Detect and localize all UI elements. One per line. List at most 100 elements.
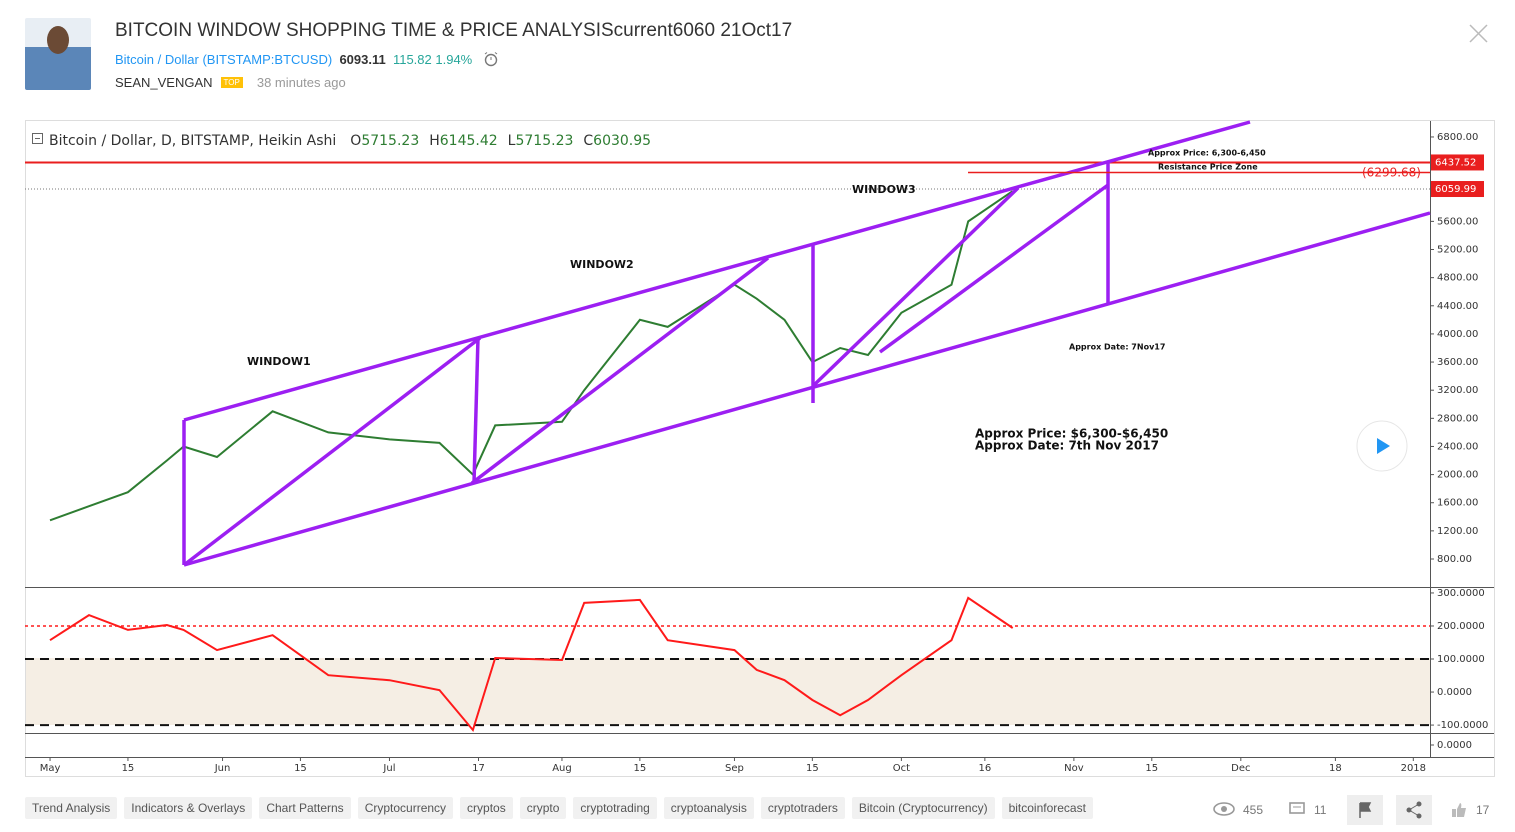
tag[interactable]: crypto <box>519 797 567 819</box>
trend-drawings <box>182 120 1431 567</box>
ohlc-label: C <box>583 133 593 149</box>
tag[interactable]: cryptoanalysis <box>663 797 754 819</box>
symbol-link[interactable]: Bitcoin / Dollar <box>115 52 199 67</box>
idea-title: BITCOIN WINDOW SHOPPING TIME & PRICE ANA… <box>115 20 793 41</box>
price-label: 6437.52 <box>1435 157 1476 168</box>
price-label-box <box>1431 154 1484 171</box>
like-icon[interactable] <box>1450 801 1468 819</box>
x-tick-label: Aug <box>552 763 572 774</box>
x-tick-label: 15 <box>1145 763 1158 774</box>
x-tick-label: Sep <box>725 763 744 774</box>
x-tick-label: Oct <box>893 763 910 774</box>
ohlc-value: 6030.95 <box>593 133 651 149</box>
price-change: 115.82 <box>392 52 432 67</box>
ohlc-value: 5715.23 <box>361 133 419 149</box>
x-tick-label: 18 <box>1329 763 1342 774</box>
author-badge: TOP <box>220 77 243 88</box>
annotation: Approx Price: $6,300-$6,450 <box>975 427 1168 441</box>
y-tick-label: 200.0000 <box>1437 621 1485 632</box>
x-tick-label: 2018 <box>1401 763 1426 774</box>
y-tick-label: 300.0000 <box>1437 588 1485 599</box>
y-tick-label: 3600.00 <box>1437 357 1478 368</box>
ohlc-label: O <box>350 133 361 149</box>
y-tick-label: 4400.00 <box>1437 301 1478 312</box>
y-tick-label: 1600.00 <box>1437 498 1478 509</box>
y-tick-label: 0.0000 <box>1437 740 1472 751</box>
x-tick-label: Nov <box>1064 763 1084 774</box>
price-label-box <box>1431 181 1484 198</box>
comments-icon[interactable] <box>1289 802 1307 818</box>
y-tick-label: 6800.00 <box>1437 132 1478 143</box>
views-icon <box>1213 802 1235 816</box>
alert-icon[interactable] <box>482 51 500 67</box>
y-tick-label: 100.0000 <box>1437 654 1485 665</box>
play-button[interactable] <box>1356 420 1408 472</box>
y-tick-label: 5600.00 <box>1437 216 1478 227</box>
cci-band <box>26 658 1430 725</box>
share-button[interactable] <box>1396 795 1432 825</box>
y-tick-label: -100.0000 <box>1437 720 1488 731</box>
x-tick-label: 15 <box>633 763 646 774</box>
annotation: (6299.68) <box>1362 166 1421 180</box>
y-tick-label: 5200.00 <box>1437 245 1478 256</box>
tag[interactable]: cryptotrading <box>573 797 657 819</box>
comments-count: 11 <box>1314 803 1327 817</box>
ohlc-value: 6145.42 <box>440 133 498 149</box>
tag[interactable]: cryptos <box>460 797 513 819</box>
y-tick-label: 3200.00 <box>1437 385 1478 396</box>
symbol-line: Bitcoin / Dollar (BITSTAMP:BTCUSD) 6093.… <box>115 51 500 67</box>
tag[interactable]: Indicators & Overlays <box>124 797 253 819</box>
x-tick-label: 15 <box>806 763 819 774</box>
chart-legend: Bitcoin / Dollar, D, BITSTAMP, Heikin As… <box>49 133 651 149</box>
exchange-link[interactable]: (BITSTAMP:BTCUSD) <box>202 52 333 67</box>
x-tick-label: 16 <box>978 763 991 774</box>
x-tick-label: 15 <box>122 763 135 774</box>
annotation: WINDOW3 <box>852 183 916 196</box>
last-price: 6093.11 <box>339 52 386 67</box>
tag[interactable]: bitcoinforecast <box>1001 797 1093 819</box>
report-button[interactable] <box>1347 795 1383 825</box>
likes-count: 17 <box>1476 803 1490 817</box>
x-tick-label: 15 <box>294 763 307 774</box>
price-line <box>49 596 1014 733</box>
tag[interactable]: Trend Analysis <box>25 797 118 819</box>
tag[interactable]: cryptotraders <box>760 797 845 819</box>
views-count: 455 <box>1243 803 1264 817</box>
y-tick-label: 2000.00 <box>1437 470 1478 481</box>
price-change-pct: 1.94% <box>435 52 473 67</box>
avatar[interactable] <box>25 18 91 90</box>
y-tick-label: 4800.00 <box>1437 273 1478 284</box>
tag-list: Trend Analysis Indicators & Overlays Chart… <box>25 797 1093 819</box>
annotation: Resistance Price Zone <box>1158 163 1258 172</box>
annotation: WINDOW2 <box>570 258 634 271</box>
tag[interactable]: Cryptocurrency <box>357 797 454 819</box>
y-tick-label: 2400.00 <box>1437 441 1478 452</box>
annotation: WINDOW1 <box>247 355 311 368</box>
tag[interactable]: Chart Patterns <box>259 797 351 819</box>
ohlc-label: H <box>429 133 440 149</box>
y-tick-label: 4000.00 <box>1437 329 1478 340</box>
x-tick-label: Jun <box>214 763 231 774</box>
y-tick-label: 0.0000 <box>1437 687 1472 698</box>
publish-time: 38 minutes ago <box>256 75 346 90</box>
x-tick-label: May <box>40 763 61 774</box>
ohlc-label: L <box>508 133 516 149</box>
price-label: 6059.99 <box>1435 184 1476 195</box>
y-tick-label: 1200.00 <box>1437 526 1478 537</box>
x-tick-label: Jul <box>382 763 395 774</box>
close-button[interactable] <box>1469 24 1488 43</box>
author-line: SEAN_VENGAN TOP 38 minutes ago <box>115 75 346 90</box>
annotation: Approx Price: 6,300-6,450 <box>1148 149 1266 158</box>
annotation: Approx Date: 7Nov17 <box>1069 343 1165 352</box>
x-tick-label: Dec <box>1231 763 1250 774</box>
author[interactable]: SEAN_VENGAN <box>115 75 213 90</box>
ohlc-value: 5715.23 <box>515 133 573 149</box>
tag[interactable]: Bitcoin (Cryptocurrency) <box>851 797 995 819</box>
collapse-button[interactable] <box>32 133 43 144</box>
y-tick-label: 800.00 <box>1437 554 1472 565</box>
y-tick-label: 2800.00 <box>1437 413 1478 424</box>
annotation: Approx Date: 7th Nov 2017 <box>975 439 1159 453</box>
x-tick-label: 17 <box>472 763 485 774</box>
